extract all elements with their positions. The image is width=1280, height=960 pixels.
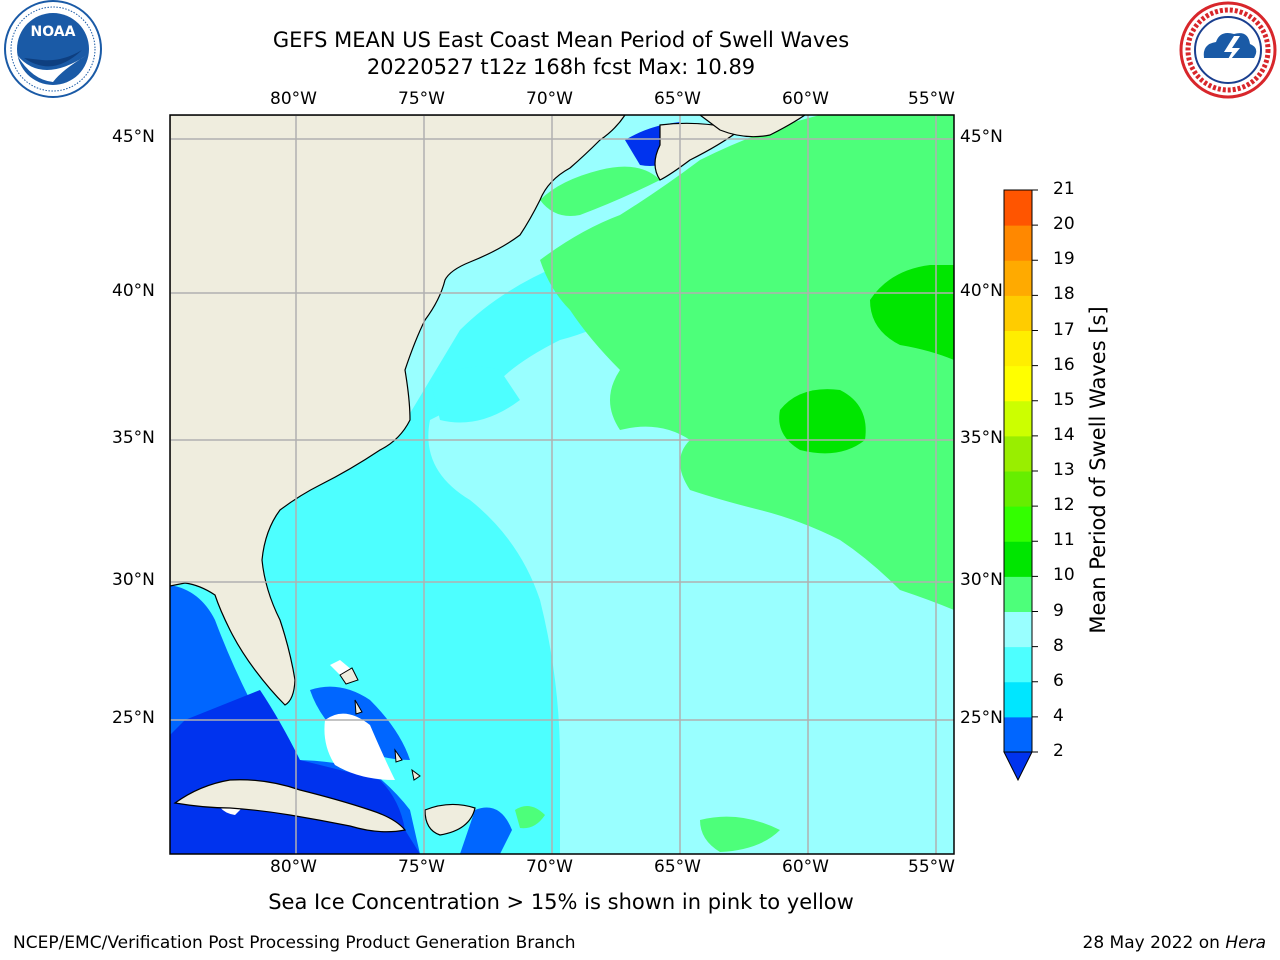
- lat-tick-left: 25°N: [112, 708, 155, 728]
- colorbar-swatch: [1004, 190, 1032, 226]
- lon-tick-bottom: 70°W: [526, 857, 573, 877]
- lat-tick-right: 25°N: [960, 708, 1003, 728]
- footer-credit: NCEP/EMC/Verification Post Processing Pr…: [13, 933, 576, 953]
- colorbar-under-arrow: [1003, 751, 1033, 782]
- lat-tick-left: 35°N: [112, 428, 155, 448]
- lat-tick-right: 30°N: [960, 570, 1003, 590]
- colorbar-swatch: [1004, 365, 1032, 402]
- colorbar-tick-label: 11: [1053, 530, 1075, 551]
- noaa-logo-icon: NOAA: [4, 0, 102, 98]
- footer-date-text: 28 May 2022 on: [1082, 933, 1226, 953]
- colorbar-swatch: [1004, 681, 1032, 718]
- colorbar-swatch: [1004, 225, 1032, 261]
- map-title: GEFS MEAN US East Coast Mean Period of S…: [272, 28, 850, 52]
- colorbar-tick-label: 15: [1053, 389, 1075, 410]
- swell-contour-10-11: [870, 265, 954, 360]
- map-gridlines: [170, 115, 954, 854]
- colorbar-tick-label: 14: [1053, 424, 1075, 445]
- lat-tick-left: 40°N: [112, 281, 155, 301]
- land-north-america: [170, 115, 626, 706]
- colorbar-swatch: [1004, 576, 1032, 612]
- nws-logo-icon: [1179, 1, 1277, 99]
- colorbar-swatch: [1004, 611, 1032, 648]
- colorbar-tick-label: 8: [1053, 635, 1064, 656]
- colorbar-tick-label: 16: [1053, 354, 1075, 375]
- colorbar-tick-label: 4: [1053, 705, 1064, 726]
- colorbar-swatch: [1004, 400, 1032, 437]
- lat-tick-right: 40°N: [960, 281, 1003, 301]
- colorbar-swatch: [1004, 646, 1032, 683]
- svg-text:NOAA: NOAA: [31, 24, 76, 40]
- lon-tick-bottom: 75°W: [398, 857, 445, 877]
- colorbar-swatch: [1004, 716, 1032, 753]
- lon-tick-top: 60°W: [782, 89, 829, 109]
- sea-ice-caption: Sea Ice Concentration > 15% is shown in …: [268, 890, 854, 914]
- colorbar-tick-label: 12: [1053, 495, 1075, 516]
- lon-tick-bottom: 55°W: [908, 857, 955, 877]
- land-cuba: [173, 779, 407, 833]
- colorbar-swatch: [1004, 330, 1032, 367]
- lon-tick-bottom: 80°W: [270, 857, 317, 877]
- colorbar-swatch: [1004, 295, 1032, 331]
- lat-tick-left: 45°N: [112, 127, 155, 147]
- colorbar-tick-label: 17: [1053, 319, 1075, 340]
- lon-tick-bottom: 60°W: [782, 857, 829, 877]
- lon-tick-top: 75°W: [398, 89, 445, 109]
- colorbar-swatch: [1004, 541, 1032, 577]
- land-nova-scotia: [654, 122, 742, 181]
- map-frame: [169, 114, 955, 855]
- lat-tick-left: 30°N: [112, 570, 155, 590]
- swell-contour-6-8: [170, 253, 650, 854]
- footer-machine-name: Hera: [1225, 933, 1266, 953]
- lon-tick-top: 55°W: [908, 89, 955, 109]
- colorbar-swatch: [1004, 435, 1032, 472]
- lon-tick-top: 65°W: [654, 89, 701, 109]
- colorbar-title: Mean Period of Swell Waves [s]: [1086, 306, 1110, 634]
- colorbar-tick-label: 21: [1053, 179, 1075, 199]
- colorbar: [1003, 189, 1038, 782]
- swell-contour-9-10: [540, 115, 954, 610]
- colorbar-tick-label: 18: [1053, 284, 1075, 305]
- colorbar-tick-label: 10: [1053, 565, 1075, 586]
- lat-tick-right: 35°N: [960, 428, 1003, 448]
- colorbar-tick-label: 13: [1053, 460, 1075, 480]
- map-subtitle: 20220527 t12z 168h fcst Max: 10.89: [366, 55, 756, 79]
- lat-tick-right: 45°N: [960, 127, 1003, 147]
- lon-tick-top: 80°W: [270, 89, 317, 109]
- colorbar-swatch: [1004, 506, 1032, 542]
- colorbar-swatch: [1004, 471, 1032, 507]
- no-data-area: [324, 713, 395, 780]
- colorbar-tick-label: 19: [1053, 249, 1075, 270]
- colorbar-tick-label: 9: [1053, 600, 1064, 621]
- colorbar-tick-label: 6: [1053, 670, 1064, 691]
- colorbar-swatch: [1004, 260, 1032, 296]
- colorbar-tick-label: 20: [1053, 214, 1075, 235]
- footer-date: 28 May 2022 on Hera: [1083, 933, 1267, 953]
- colorbar-tick-label: 2: [1053, 741, 1064, 761]
- lon-tick-top: 70°W: [526, 89, 573, 109]
- land-bahamas: [339, 667, 359, 685]
- lon-tick-bottom: 65°W: [654, 857, 701, 877]
